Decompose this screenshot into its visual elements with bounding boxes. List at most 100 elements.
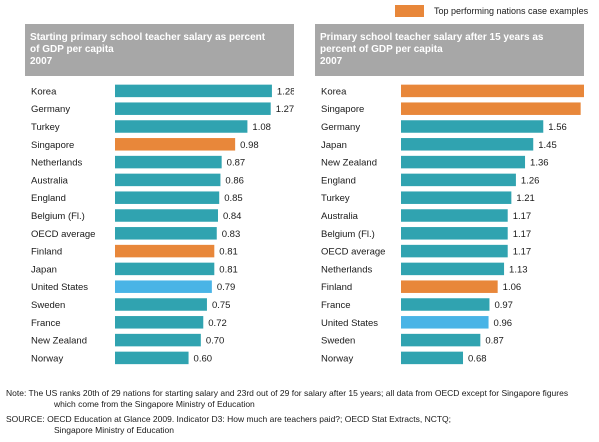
category-label: New Zealand: [31, 336, 87, 347]
note-line: which come from the Singapore Ministry o…: [54, 399, 255, 409]
value-label: 1.21: [516, 193, 535, 204]
bar: [401, 209, 508, 222]
value-label: 1.17: [513, 211, 532, 222]
value-label: 1.26: [521, 175, 540, 186]
bar: [401, 262, 505, 276]
value-label: 0.70: [206, 336, 225, 347]
value-label: 1.36: [530, 158, 549, 169]
category-label: Turkey: [31, 122, 60, 133]
source-line: SOURCE: OECD Education at Glance 2009. I…: [6, 414, 452, 424]
legend-swatch: [395, 5, 424, 17]
category-label: United States: [321, 318, 378, 329]
category-label: Belgium (Fl.): [31, 211, 85, 222]
bar: [401, 120, 544, 133]
category-label: Germany: [321, 122, 360, 133]
bar: [115, 120, 248, 133]
category-label: Netherlands: [31, 158, 82, 169]
category-label: England: [321, 175, 356, 186]
category-label: England: [31, 193, 66, 204]
starting-salary-chart-panel: Starting primary school teacher salary a…: [25, 24, 294, 376]
category-label: France: [321, 300, 351, 311]
category-label: Norway: [321, 353, 353, 364]
bar: [115, 333, 201, 347]
legend: Top performing nations case examples: [395, 4, 588, 18]
bar: [401, 84, 584, 98]
category-label: New Zealand: [321, 158, 377, 169]
value-label: 0.87: [227, 158, 246, 169]
bar: [115, 298, 207, 311]
bar: [115, 155, 222, 169]
category-label: France: [31, 318, 61, 329]
value-label: 1.06: [503, 282, 522, 293]
value-label: 0.68: [468, 353, 487, 364]
chart-title-line: 2007: [30, 56, 53, 67]
bar: [401, 227, 508, 240]
footnotes: Note: The US ranks 20th of 29 nations fo…: [6, 388, 596, 436]
category-label: United States: [31, 282, 88, 293]
value-label: 0.79: [217, 282, 236, 293]
category-label: Australia: [321, 211, 359, 222]
value-label: 1.13: [509, 264, 528, 275]
bar: [401, 138, 534, 151]
bar: [401, 191, 512, 204]
value-label: 0.96: [494, 318, 513, 329]
category-label: Belgium (Fl.): [321, 229, 375, 240]
bar: [115, 173, 221, 187]
value-label: 0.86: [225, 175, 244, 186]
bar: [401, 298, 490, 311]
category-label: Korea: [321, 86, 347, 97]
value-label: 0.72: [208, 318, 227, 329]
category-label: OECD average: [31, 229, 95, 240]
value-label: 0.97: [494, 300, 513, 311]
chart-title-line: percent of GDP per capita: [320, 44, 443, 55]
value-label: 0.85: [224, 193, 243, 204]
category-label: Norway: [31, 353, 63, 364]
value-label: 0.98: [240, 140, 259, 151]
chart-title-line: of GDP per capita: [30, 44, 114, 55]
salary-after-15-years-bar-chart: Korea2.21Singapore1.97Germany1.56Japan1.…: [321, 84, 584, 365]
value-label: 1.56: [548, 122, 567, 133]
note-line: Note: The US ranks 20th of 29 nations fo…: [6, 388, 569, 398]
category-label: Singapore: [31, 140, 74, 151]
value-label: 1.17: [513, 229, 532, 240]
value-label: 1.27: [276, 104, 294, 115]
bar: [401, 102, 581, 115]
category-label: Sweden: [31, 300, 65, 311]
bar: [401, 280, 498, 293]
bar: [115, 262, 215, 276]
bar: [115, 244, 215, 258]
bar: [115, 316, 204, 329]
bar: [401, 316, 489, 329]
category-label: Korea: [31, 86, 57, 97]
value-label: 0.81: [219, 247, 238, 258]
value-label: 0.81: [219, 264, 238, 275]
bar: [115, 191, 220, 204]
bar: [115, 84, 272, 98]
bar: [115, 280, 212, 293]
legend-label: Top performing nations case examples: [434, 6, 589, 16]
starting-salary-bar-chart: Korea 1.28 Germany 1.27 Turkey 1.08 Singapore 0…: [31, 84, 294, 365]
salary-after-15-years-chart-panel: Primary school teacher salary after 15 y…: [315, 24, 584, 376]
value-label: 1.17: [513, 247, 532, 258]
bar: [401, 155, 526, 169]
value-label: 1.08: [252, 122, 271, 133]
category-label: OECD average: [321, 247, 385, 258]
chart-title: Primary school teacher salary after 15 y…: [315, 24, 584, 76]
category-label: Japan: [31, 264, 57, 275]
category-label: Finland: [321, 282, 352, 293]
bar: [401, 244, 508, 258]
chart-title-line: Starting primary school teacher salary a…: [30, 32, 266, 43]
chart-title-line: Primary school teacher salary after 15 y…: [320, 32, 544, 43]
category-label: Turkey: [321, 193, 350, 204]
bar: [115, 209, 218, 222]
bar: [115, 351, 189, 365]
bar: [115, 102, 271, 115]
category-label: Japan: [321, 140, 347, 151]
value-label: 0.87: [485, 336, 504, 347]
bar: [401, 351, 464, 365]
category-label: Australia: [31, 175, 69, 186]
value-label: 1.28: [277, 86, 294, 97]
value-label: 1.45: [538, 140, 557, 151]
category-label: Germany: [31, 104, 70, 115]
category-label: Netherlands: [321, 264, 372, 275]
